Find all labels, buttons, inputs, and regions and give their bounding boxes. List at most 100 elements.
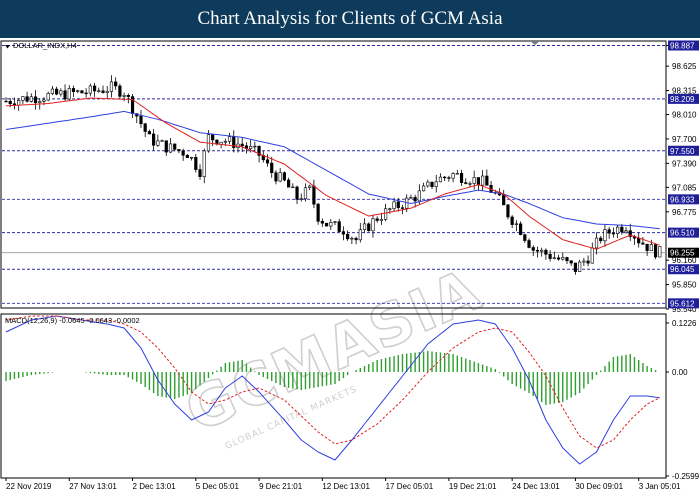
candle-body: [341, 231, 346, 235]
macd-line: [5, 315, 660, 465]
candle-body: [59, 90, 63, 95]
candle-body: [173, 143, 177, 150]
level-tag: [668, 264, 699, 275]
candle-body: [316, 203, 320, 222]
time-tick-label: 24 Dec 13:01: [512, 482, 560, 491]
symbol-caption: DOLLAR_INDX,H4: [13, 41, 77, 50]
candle-body: [270, 162, 274, 174]
candle-body: [379, 219, 383, 221]
candle-body: [312, 185, 316, 205]
candle-body: [556, 257, 561, 260]
candle-body: [573, 262, 578, 272]
price-tick-label: 95.850: [672, 281, 697, 290]
level-tag-label: 97.550: [670, 147, 695, 156]
candle-body: [510, 216, 514, 225]
level-tag: [668, 298, 699, 309]
price-tick-label: 95.540: [672, 305, 697, 314]
price-tick-label: 98.010: [672, 111, 697, 120]
current-price-label: 96.255: [670, 249, 695, 258]
candle-body: [50, 88, 54, 94]
candle-body: [223, 140, 227, 143]
time-tick-label: 19 Dec 21:01: [449, 482, 497, 491]
candle-body: [362, 223, 367, 231]
candle-body: [71, 88, 76, 92]
candle-body: [417, 190, 421, 202]
candle-body: [211, 134, 215, 141]
candle-body: [282, 172, 286, 181]
moving-average-red: [5, 97, 660, 250]
candle-body: [658, 246, 662, 258]
candle-body: [603, 229, 607, 242]
price-tick-label: 96.775: [672, 208, 697, 217]
candle-body: [409, 197, 413, 199]
candle-body: [502, 194, 506, 206]
candle-body: [506, 204, 510, 218]
level-tag: [668, 40, 699, 51]
candle-body: [565, 257, 569, 262]
candle-body: [29, 96, 33, 102]
candle-body: [168, 143, 173, 153]
candle-body: [4, 100, 8, 103]
candle-body: [55, 88, 59, 95]
time-tick-label: 3 Jan 05:01: [639, 482, 681, 491]
candle-body: [346, 233, 350, 240]
time-axis: 22 Nov 2019 27 Nov 13:01 2 Dec 13:01 5 Dec …: [5, 478, 681, 491]
candle-body: [413, 197, 417, 202]
candle-body: [33, 96, 38, 104]
time-tick-label: 2 Dec 13:01: [133, 482, 177, 491]
level-tag-label: 95.612: [670, 299, 695, 308]
candle-body: [384, 208, 388, 220]
candle-body: [531, 247, 535, 251]
price-tick-label: 98.625: [672, 62, 697, 71]
candle-body: [156, 140, 160, 146]
candle-body: [202, 150, 206, 177]
macd-tick-label: -0.2599: [672, 472, 700, 481]
candle-body: [8, 100, 12, 105]
candle-body: [139, 115, 143, 125]
level-tag: [668, 194, 699, 205]
candle-body: [303, 187, 308, 200]
candle-body: [63, 90, 67, 100]
level-tag-label: 98.209: [670, 95, 695, 104]
candle-body: [569, 260, 573, 264]
candle-body: [105, 91, 109, 93]
candle-body: [114, 81, 118, 87]
candle-body: [544, 249, 548, 255]
candle-body: [620, 226, 624, 233]
candle-body: [240, 143, 244, 147]
candle-body: [46, 93, 50, 101]
candle-body: [147, 131, 152, 135]
candle-body: [599, 237, 603, 242]
candle-body: [333, 221, 337, 223]
candle-body: [88, 85, 92, 94]
time-tick-label: 12 Dec 13:01: [322, 482, 370, 491]
candle-body: [274, 172, 278, 182]
time-tick-label: 22 Nov 2019: [6, 482, 52, 491]
candle-body: [594, 237, 599, 249]
macd-pane-frame: [0, 313, 667, 479]
candle-body: [189, 157, 194, 159]
candle-body: [160, 140, 164, 142]
candle-body: [164, 140, 168, 153]
candle-body: [38, 101, 42, 104]
candle-body: [578, 261, 582, 272]
candle-body: [535, 249, 540, 252]
candle-body: [552, 257, 556, 259]
candle-body: [177, 149, 181, 152]
candle-body: [443, 176, 447, 179]
candle-body: [434, 181, 438, 187]
candle-body: [80, 90, 84, 94]
price-tick-label: 98.315: [672, 87, 697, 96]
candle-body: [586, 260, 590, 264]
candle-body: [308, 185, 312, 188]
candle-body: [143, 123, 147, 132]
level-tag: [668, 93, 699, 104]
signal-line: [5, 315, 661, 449]
candle-body: [481, 175, 485, 186]
macd-tick-label: 0.00: [672, 368, 688, 377]
candle-body: [92, 85, 97, 92]
candle-body: [514, 223, 518, 225]
candle-body: [468, 183, 472, 185]
macd-tick-label: 0.1226: [672, 319, 697, 328]
candle-body: [527, 240, 531, 248]
